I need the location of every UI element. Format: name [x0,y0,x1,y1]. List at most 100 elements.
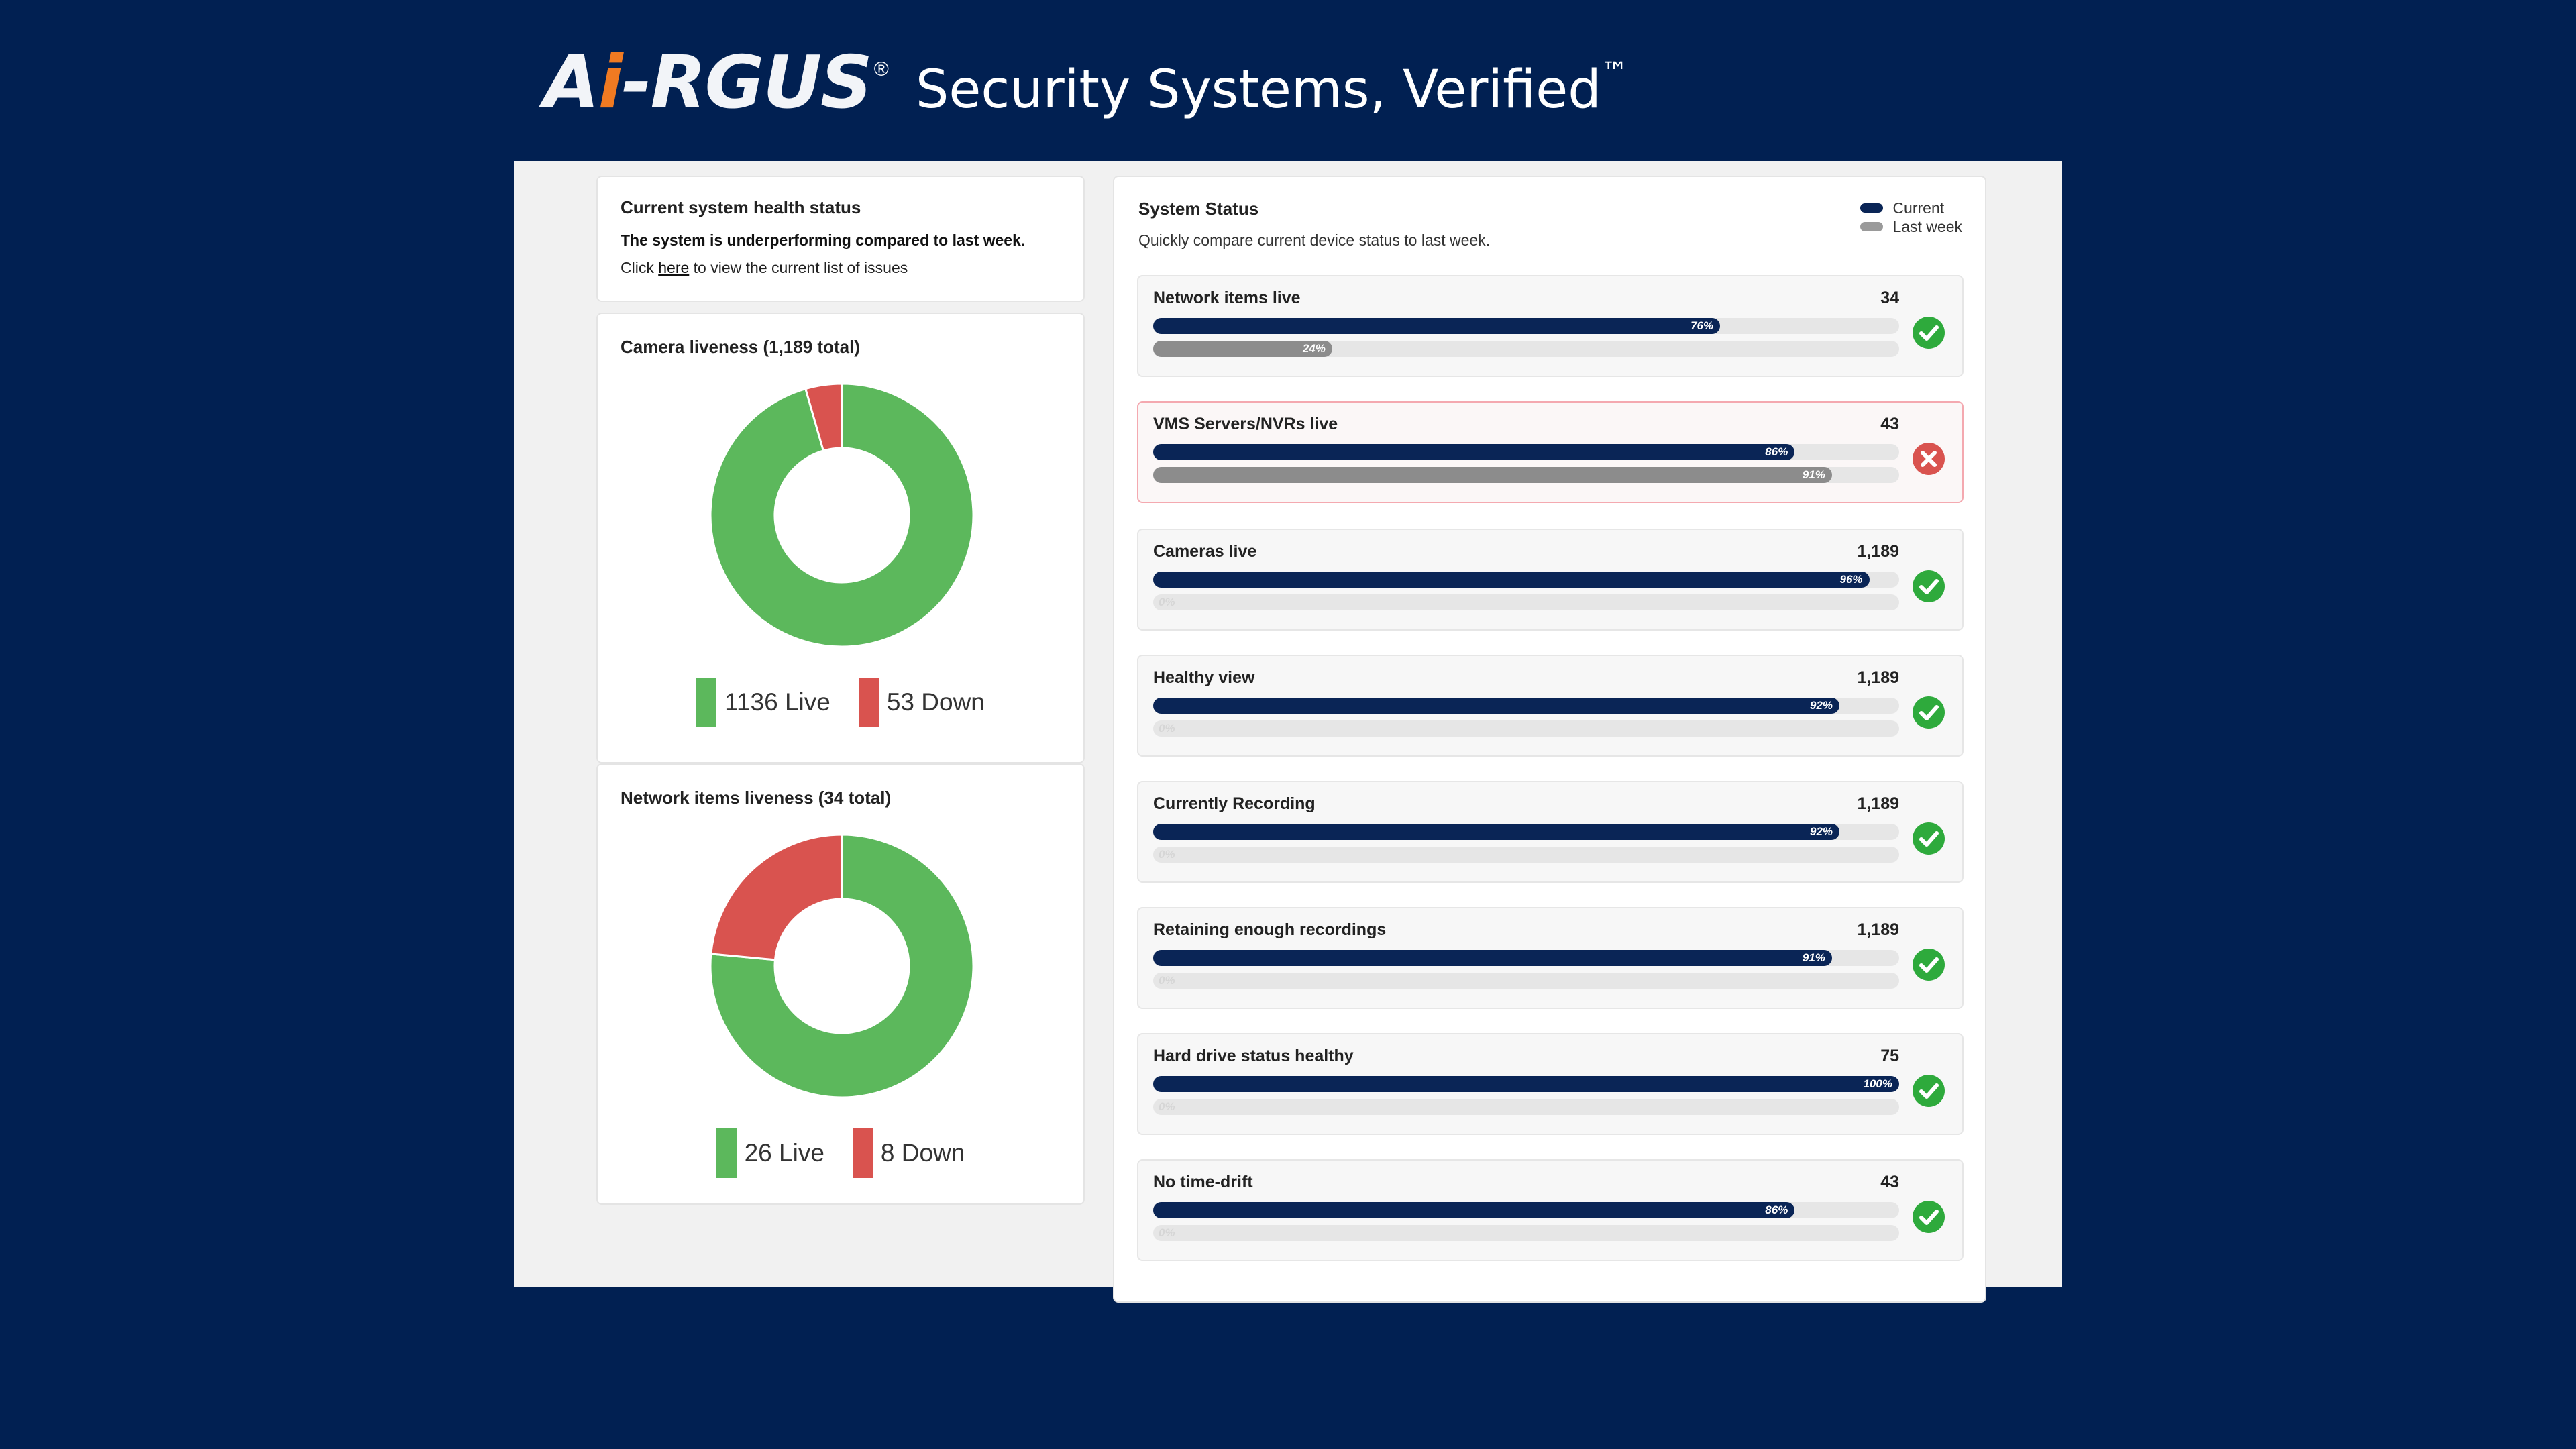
current-percent: 92% [1810,825,1833,838]
current-percent: 86% [1765,1203,1788,1216]
camera-liveness-legend: 1136 Live 53 Down [598,678,1083,727]
live-slice[interactable] [709,833,975,1099]
last-week-bar-track: 0% [1153,973,1899,989]
current-bar: 91% [1153,950,1832,966]
ok-check-icon [1913,696,1945,729]
last-week-bar-track: 0% [1153,1225,1899,1241]
current-bar: 96% [1153,572,1870,588]
health-message: The system is underperforming compared t… [621,231,1026,249]
issues-link[interactable]: here [658,259,690,276]
current-swatch [1860,203,1884,213]
last-week-percent: 0% [1159,1226,1175,1239]
metric-label: Currently Recording [1153,794,1316,813]
last-week-bar: 24% [1153,341,1332,357]
camera-liveness-title: Camera liveness (1,189 total) [621,337,860,357]
legend-down: 53 Down [858,678,985,727]
legend-down: 8 Down [852,1128,965,1178]
last-week-percent: 0% [1159,596,1175,608]
system-status-legend: Current Last week [1860,199,1962,236]
current-bar: 92% [1153,824,1840,840]
system-status-title: System Status [1138,199,1259,219]
metric-label: Network items live [1153,288,1301,307]
airgus-logo: Ai-RGUS ® [543,46,889,120]
ok-check-icon [1913,1201,1945,1233]
ok-check-icon [1913,570,1945,602]
last-week-percent: 0% [1159,848,1175,861]
last-week-bar: 91% [1153,467,1832,483]
metric-row[interactable]: Network items live 34 76% 24% [1137,275,1964,377]
current-bar-track: 96% [1153,572,1899,588]
metric-label: Retaining enough recordings [1153,920,1387,939]
metric-label: VMS Servers/NVRs live [1153,415,1338,433]
current-percent: 96% [1839,573,1863,586]
ok-check-icon [1913,949,1945,981]
metric-row[interactable]: Cameras live 1,189 96% 0% [1137,529,1964,631]
metric-row[interactable]: Currently Recording 1,189 92% 0% [1137,781,1964,883]
last-week-bar-track: 0% [1153,594,1899,610]
system-status-subtitle: Quickly compare current device status to… [1138,231,1491,249]
metric-count: 1,189 [1857,794,1899,813]
last-week-percent: 0% [1159,1100,1175,1113]
current-bar: 100% [1153,1076,1899,1092]
health-status-card: Current system health status The system … [596,176,1085,302]
current-bar-track: 86% [1153,1202,1899,1218]
last-week-bar-track: 0% [1153,720,1899,737]
live-slice[interactable] [709,382,975,648]
current-bar-track: 91% [1153,950,1899,966]
dashboard-panel: Current system health status The system … [514,161,2062,1303]
current-bar: 86% [1153,1202,1795,1218]
registered-mark: ® [873,58,889,80]
network-liveness-donut [709,833,975,1099]
brand-header: Ai-RGUS ® Security Systems, Verified™ [543,43,1628,123]
metric-row[interactable]: No time-drift 43 86% 0% [1137,1159,1964,1261]
metric-label: No time-drift [1153,1173,1253,1191]
metric-label: Healthy view [1153,668,1255,687]
metric-count: 1,189 [1857,920,1899,939]
last-week-percent: 24% [1302,342,1326,355]
metric-count: 43 [1880,415,1899,433]
metric-row[interactable]: Healthy view 1,189 92% 0% [1137,655,1964,757]
metric-row[interactable]: Retaining enough recordings 1,189 91% 0% [1137,907,1964,1009]
metric-row[interactable]: Hard drive status healthy 75 100% 0% [1137,1033,1964,1135]
network-liveness-title: Network items liveness (34 total) [621,788,892,808]
legend-live: 1136 Live [696,678,830,727]
last-week-percent: 91% [1802,468,1825,481]
ok-check-icon [1913,1075,1945,1107]
current-percent: 91% [1802,951,1825,964]
last-week-bar-track: 0% [1153,847,1899,863]
current-percent: 76% [1690,319,1714,332]
metric-label: Hard drive status healthy [1153,1046,1354,1065]
current-bar-track: 100% [1153,1076,1899,1092]
last-week-percent: 0% [1159,722,1175,735]
network-liveness-card: Network items liveness (34 total) 26 Liv… [596,763,1085,1205]
health-title: Current system health status [621,197,861,217]
current-bar-track: 86% [1153,444,1899,460]
current-bar-track: 76% [1153,318,1899,334]
last-week-bar-track: 24% [1153,341,1899,357]
last-week-bar-track: 91% [1153,467,1899,483]
last-week-bar-track: 0% [1153,1099,1899,1115]
current-percent: 86% [1765,445,1788,458]
tagline: Security Systems, Verified™ [915,57,1628,120]
current-bar-track: 92% [1153,824,1899,840]
metric-row[interactable]: VMS Servers/NVRs live 43 86% 91% [1137,401,1964,503]
last-week-swatch [1860,222,1884,231]
health-cta: Click here to view the current list of i… [621,259,908,276]
current-percent: 100% [1863,1077,1892,1090]
fail-x-icon [1913,443,1945,475]
metric-count: 1,189 [1857,542,1899,561]
ok-check-icon [1913,822,1945,855]
legend-live: 26 Live [716,1128,824,1178]
down-swatch [852,1128,873,1178]
system-status-card: System Status Quickly compare current de… [1113,176,1986,1303]
current-percent: 92% [1810,699,1833,712]
network-liveness-legend: 26 Live 8 Down [598,1128,1083,1178]
camera-liveness-donut [709,382,975,648]
down-slice[interactable] [710,833,843,961]
down-slice[interactable] [804,382,843,452]
live-swatch [716,1128,737,1178]
down-swatch [858,678,879,727]
live-swatch [696,678,717,727]
current-bar: 76% [1153,318,1721,334]
metric-count: 75 [1880,1046,1899,1065]
